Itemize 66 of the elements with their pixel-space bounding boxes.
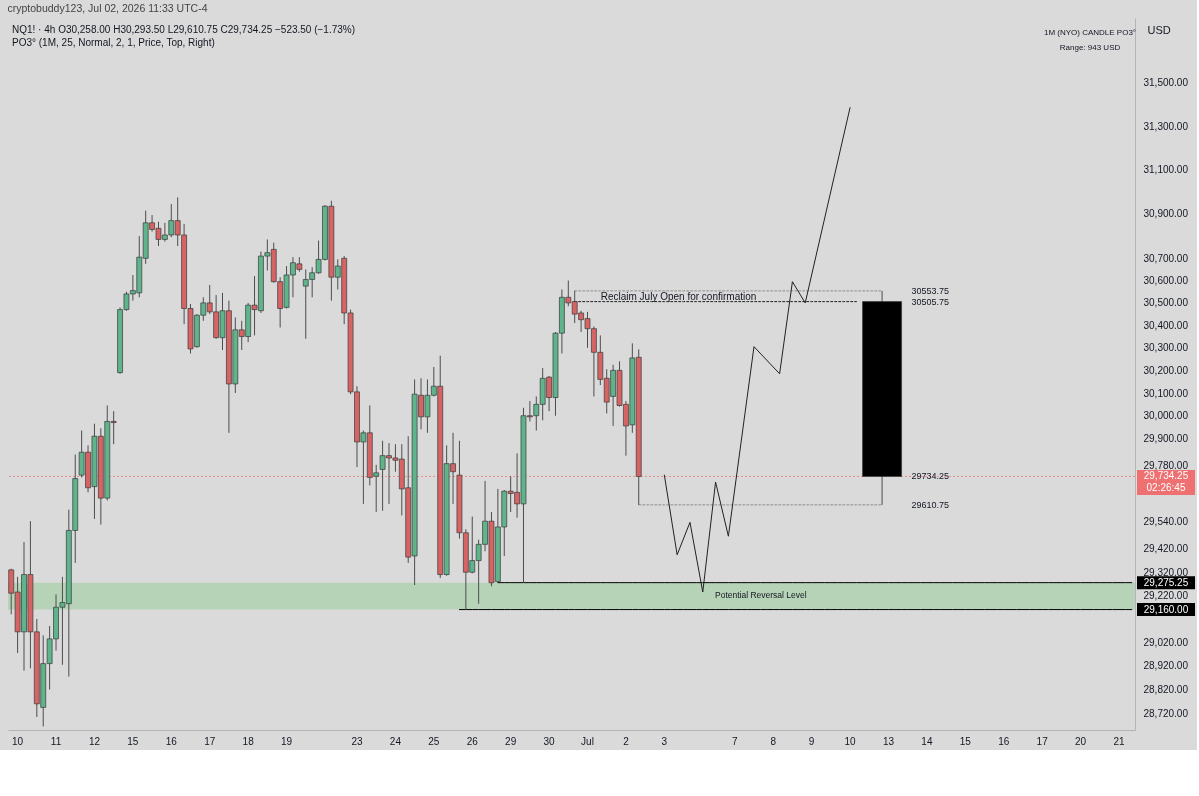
y-tick-label: 30,100.00 [1143, 387, 1189, 399]
y-tick-label: 28,920.00 [1143, 660, 1189, 672]
x-tick-label: 16 [165, 735, 178, 747]
y-tick-label: 30,000.00 [1143, 410, 1189, 422]
x-tick-label: 7 [732, 735, 739, 747]
text: 02:26:45 [1146, 482, 1186, 494]
x-tick-label: Jul [581, 735, 594, 747]
y-tick-label: 29,540.00 [1143, 515, 1189, 527]
x-tick-label: 11 [50, 735, 62, 747]
x-tick-label: 19 [280, 735, 293, 747]
x-tick-label: 21 [1113, 735, 1125, 747]
y-tick-label: 30,900.00 [1143, 208, 1189, 220]
x-tick-label: 30 [543, 735, 556, 747]
annotation: PO3° (1M, 25, Normal, 2, 1, Price, Top, Right) [12, 37, 215, 48]
y-tick-label: 30,700.00 [1143, 252, 1189, 264]
x-tick-label: 26 [466, 735, 479, 747]
x-tick-label: 3 [661, 735, 668, 747]
x-tick-label: 25 [428, 735, 440, 747]
y-tick-label: 30,600.00 [1143, 275, 1189, 287]
y-tick-label: 29,220.00 [1143, 590, 1189, 602]
x-tick-label: 15 [127, 735, 139, 747]
x-tick-label: 10 [12, 735, 24, 747]
x-tick-label: 8 [770, 735, 777, 747]
y-tick-label: 29,320.00 [1143, 566, 1189, 578]
x-tick-label: 29 [505, 735, 517, 747]
series-label: 29,160.00 [1143, 603, 1189, 615]
band-label: Potential Reversal Level [715, 589, 807, 600]
x-tick-label: 10 [844, 735, 857, 747]
y-tick-label: 30,500.00 [1143, 297, 1189, 309]
x-tick-label: 18 [242, 735, 255, 747]
x-tick-label: 13 [882, 735, 895, 747]
x-tick-label: 9 [808, 735, 815, 747]
x-tick-label: 17 [204, 735, 216, 747]
annotation: 29734.25 [911, 471, 950, 482]
y-tick-label: 28,720.00 [1143, 707, 1189, 719]
series-label: Reclaim July Open for confirmation [600, 290, 757, 302]
y-tick-label: 31,500.00 [1143, 77, 1189, 89]
x-tick-label: 15 [959, 735, 972, 747]
y-tick-label: 31,300.00 [1143, 120, 1189, 132]
y-axis-title: USD [1147, 23, 1171, 36]
annotation: 1M (NYO) CANDLE PO3° [1043, 28, 1137, 37]
y-tick-label: 29,900.00 [1143, 433, 1189, 445]
x-tick-label: 14 [921, 735, 933, 747]
y-tick-label: 31,100.00 [1143, 164, 1189, 176]
annotation: 29610.75 [911, 499, 950, 510]
x-tick-label: 12 [88, 735, 101, 747]
y-tick-label: 29,020.00 [1143, 636, 1189, 648]
y-tick-label: 29,420.00 [1143, 543, 1189, 555]
y-tick-label: 30,300.00 [1143, 342, 1189, 354]
x-tick-label: 24 [389, 735, 402, 747]
y-tick-label: 30,200.00 [1143, 364, 1189, 376]
x-tick-label: 16 [998, 735, 1010, 747]
annotation: 30505.75 [911, 296, 950, 307]
x-tick-label: 2 [623, 735, 630, 747]
y-tick-label: 28,820.00 [1143, 684, 1189, 696]
y-tick-label: 30,400.00 [1143, 319, 1189, 331]
y-tick-label: 29,780.00 [1143, 460, 1189, 472]
x-tick-label: 20 [1075, 735, 1087, 747]
annotation: Range: 943 USD [1059, 43, 1121, 52]
x-tick-label: 17 [1036, 735, 1049, 747]
series-label: 29,275.25 [1143, 576, 1189, 588]
chart-title: cryptobuddy123, Jul 02, 2026 11:33 UTC-4 [7, 1, 208, 14]
x-tick-label: 23 [351, 735, 363, 747]
annotation: 30553.75 [911, 285, 950, 296]
text: NQ1! · 4h O30,258.00 H30,293.50 L29,610.75 C29,734.25 −523.50 (−1.73%) [12, 24, 356, 35]
ref-line-label: 29,734.25 [1143, 470, 1189, 482]
